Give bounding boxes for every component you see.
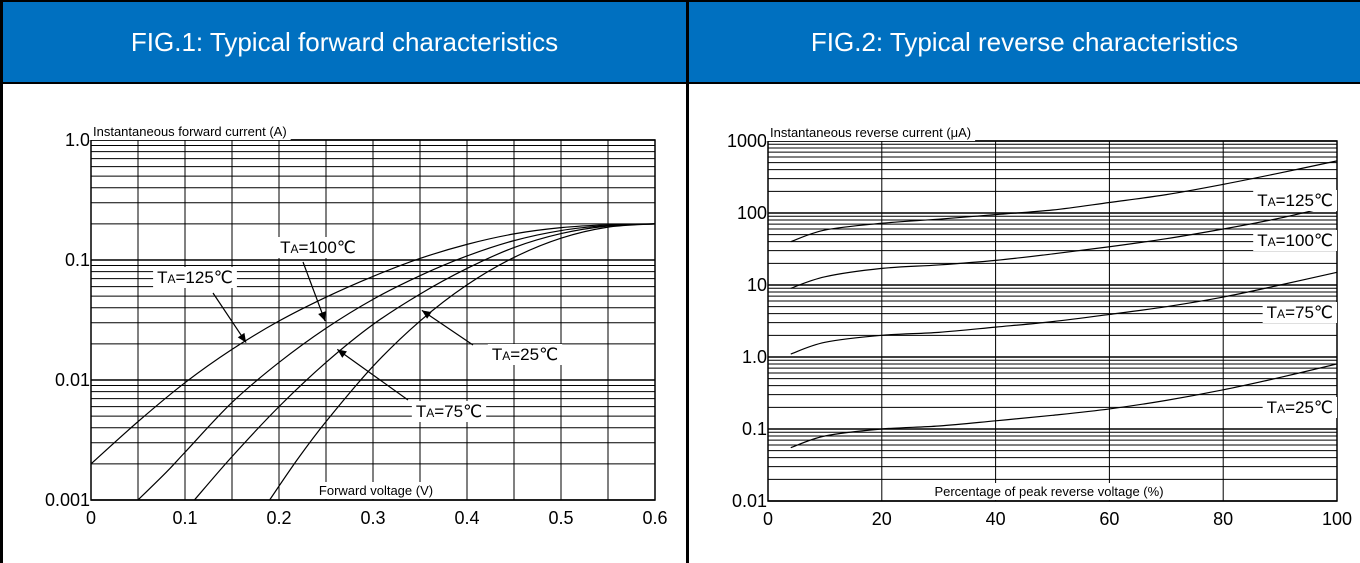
x-tick-label: 0: [86, 508, 96, 528]
series-label-1-bg: [276, 237, 360, 258]
x-tick-label: 0: [763, 509, 773, 529]
y-axis-label: Instantaneous reverse current (μA): [770, 125, 971, 140]
y-tick-label: 0.01: [732, 491, 767, 511]
series-line-3: [790, 363, 1338, 449]
x-tick-label: 100: [1322, 509, 1352, 529]
x-axis-label: Percentage of peak reverse voltage (%): [934, 484, 1163, 499]
x-tick-label: 0.4: [454, 508, 479, 528]
y-tick-label: 1.0: [742, 347, 767, 367]
figure-2-panel: FIG.2: Typical reverse characteristics 0…: [686, 0, 1360, 563]
series-label-1: TA=100℃: [280, 238, 356, 257]
series-label-0: TA=125℃: [1257, 191, 1333, 210]
y-tick-label: 0.001: [45, 490, 90, 510]
x-tick-label: 40: [986, 509, 1006, 529]
series-label-1-bg: [1253, 230, 1337, 251]
series-label-2-bg: [411, 401, 487, 422]
x-tick-label: 0.3: [360, 508, 385, 528]
series-line-1: [790, 204, 1338, 289]
annotation-arrow-line: [212, 292, 247, 343]
x-tick-label: 0.1: [172, 508, 197, 528]
x-tick-label: 20: [872, 509, 892, 529]
series-line-2: [193, 223, 656, 501]
series-label-3: TA=25℃: [492, 345, 558, 364]
x-axis-label-bg: [930, 483, 1168, 500]
x-tick-label: 0.6: [642, 508, 667, 528]
y-tick-label: 10: [747, 275, 767, 295]
reverse-characteristics-chart: 0 20 40 60 80 100 0.01 0.1 1.0 10 100 1000 Instantan…: [727, 124, 1352, 529]
figure-1-title: FIG.1: Typical forward characteristics: [130, 26, 559, 57]
annotation-arrow-line: [421, 309, 474, 346]
annotation-arrowhead: [318, 311, 326, 322]
series-line-3: [269, 223, 656, 501]
series-label-3-bg: [1262, 397, 1337, 418]
series-label-2-bg: [1262, 302, 1337, 323]
y-tick-label: 0.01: [55, 370, 90, 390]
y-tick-label: 1000: [727, 131, 767, 151]
x-tick-label: 80: [1213, 509, 1233, 529]
forward-characteristics-chart: 0 0.1 0.2 0.3 0.4 0.5 0.6 0.001 0.01 0.1 1.0 Instan…: [45, 123, 668, 528]
figure-2-title: FIG.2: Typical reverse characteristics: [810, 26, 1239, 57]
y-tick-label: 1.0: [65, 130, 90, 150]
y-tick-label: 0.1: [65, 250, 90, 270]
y-axis-label-bg: [89, 123, 291, 140]
series-line-1: [137, 223, 656, 501]
x-tick-label: 0.5: [548, 508, 573, 528]
x-tick-label: 0.2: [266, 508, 291, 528]
series-label-0-bg: [153, 267, 237, 288]
annotation-arrowhead: [237, 332, 247, 343]
annotation-arrow-line: [302, 261, 326, 322]
x-axis-label-bg: [314, 482, 438, 499]
x-tick-label: 60: [1099, 509, 1119, 529]
series-line-2: [790, 271, 1338, 355]
figure-1-panel: FIG.1: Typical forward characteristics 0…: [0, 0, 686, 563]
series-line-0: [90, 223, 656, 465]
y-tick-label: 100: [737, 203, 767, 223]
annotation-arrow-line: [336, 348, 409, 401]
y-axis-label-bg: [766, 124, 976, 141]
figure-1-title-bar: FIG.1: Typical forward characteristics: [3, 0, 686, 84]
series-line-0: [790, 160, 1338, 243]
plot-frame: [90, 139, 656, 501]
series-label-1: TA=100℃: [1257, 231, 1333, 250]
y-tick-label: 0.1: [742, 419, 767, 439]
series-label-2: TA=75℃: [416, 402, 482, 421]
x-axis-label: Forward voltage (V): [319, 483, 433, 498]
plot-frame: [767, 140, 1338, 502]
series-label-3: TA=25℃: [1267, 398, 1333, 417]
annotation-arrowhead: [421, 310, 432, 319]
annotation-arrowhead: [337, 349, 347, 358]
y-axis-label: Instantaneous forward current (A): [93, 124, 287, 139]
series-label-2: TA=75℃: [1267, 303, 1333, 322]
series-label-0-bg: [1253, 190, 1337, 211]
series-label-3-bg: [487, 344, 563, 365]
figure-2-title-bar: FIG.2: Typical reverse characteristics: [689, 0, 1360, 84]
series-label-0: TA=125℃: [157, 268, 233, 287]
